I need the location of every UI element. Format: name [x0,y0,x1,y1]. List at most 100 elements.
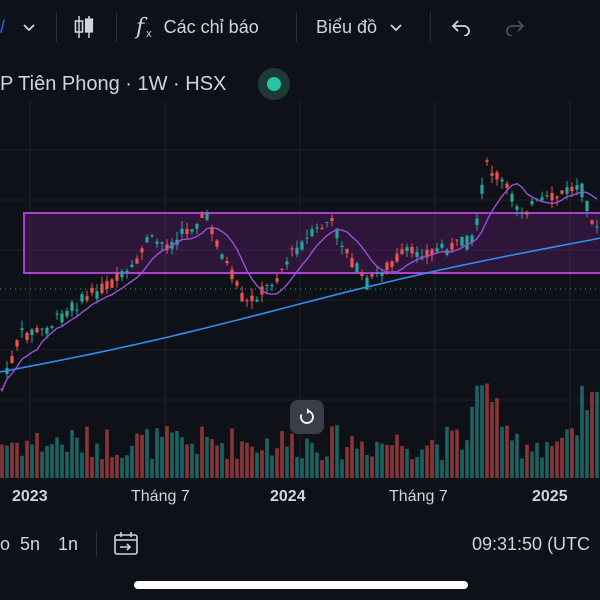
candle-body [150,235,154,237]
timeframe-dropdown[interactable] [22,0,42,54]
x-axis-label-2025: 2025 [532,488,568,505]
candle-body [405,247,409,252]
volume-bar [200,426,204,478]
go-to-date-button[interactable] [112,522,142,566]
volume-bar [240,441,244,478]
volume-bar [140,434,144,478]
volume-bar [160,436,164,478]
rectangle-drawing-zone[interactable] [23,212,600,274]
candle-style-button[interactable] [72,0,100,54]
candle-body [495,172,499,180]
chart-legend[interactable]: P Tiên Phong · 1W · HSX [0,68,226,100]
volume-bar [390,445,394,478]
candle-body [325,221,329,223]
status-dot-icon [267,77,281,91]
volume-bar [195,454,199,478]
volume-bar [455,429,459,478]
volume-bar [220,443,224,478]
candle-body [245,300,249,302]
symbol-selector-edge[interactable]: / [0,0,12,54]
redo-button[interactable] [504,0,530,54]
volume-bar [335,425,339,478]
candle-body [545,195,549,197]
volume-bar [375,441,379,478]
volume-bar [310,443,314,478]
candle-body [305,237,309,239]
volume-bar [125,455,129,478]
candle-body [310,229,314,236]
volume-bar [415,457,419,478]
volume-bar [170,432,174,478]
candle-body [460,236,464,246]
range-button-5y[interactable]: 5n [20,522,46,566]
candle-body [55,313,59,315]
volume-bar [85,426,89,478]
volume-bar [100,459,104,478]
candle-body [105,281,109,289]
undo-button[interactable] [450,0,476,54]
candlestick-icon [74,16,94,38]
volume-bar [545,442,549,478]
x-axis-label-2023: 2023 [12,488,48,505]
toolbar-divider [96,530,97,558]
candle-body [415,251,419,257]
candle-body [435,248,439,252]
candle-body [75,309,79,311]
volume-bar [150,458,154,478]
volume-bar [235,458,239,478]
volume-bar [60,444,64,478]
candle-body [35,327,39,333]
timezone-clock[interactable]: 09:31:50 (UTC [472,522,600,566]
candle-body [60,313,64,323]
volume-bar [495,398,499,478]
x-axis-label-month: Tháng 7 [389,488,448,505]
price-chart[interactable] [0,100,600,480]
reset-chart-button[interactable] [290,400,324,434]
x-axis-label-2024: 2024 [270,488,306,505]
clock-text: 09:31:50 (UTC [472,533,591,554]
candle-body [280,268,284,270]
candle-body [525,211,529,215]
candle-body [85,296,89,301]
volume-bar [465,440,469,478]
range-button-partial[interactable]: o [0,522,10,566]
candle-body [40,328,44,330]
candle-body [240,293,244,302]
volume-bar [360,441,364,478]
chart-type-button[interactable]: Biểu đồ [316,0,416,54]
volume-bar [30,444,34,478]
volume-bar [285,446,289,478]
volume-bar [450,430,454,478]
candle-body [315,227,319,229]
volume-bar [350,436,354,478]
candle-body [125,270,129,273]
candle-body [455,239,459,241]
market-status-indicator[interactable] [258,68,290,100]
volume-bar [355,448,359,478]
volume-bar [575,435,579,478]
volume-bar [595,391,599,478]
volume-bar [550,445,554,478]
candle-body [565,187,569,194]
candle-body [25,332,29,340]
volume-bar [505,425,509,478]
candle-body [95,291,99,299]
range-label: 5n [20,533,41,554]
range-button-1y[interactable]: 1n [58,522,84,566]
volume-bar [475,385,479,478]
candle-body [190,229,194,232]
indicators-button[interactable]: f x Các chỉ báo [136,0,286,54]
candle-body [160,242,164,244]
candle-body [195,224,199,229]
candle-body [560,190,564,194]
moving-average-long [0,237,600,373]
range-label: 1n [58,533,79,554]
symbol-edge-mark: / [0,16,6,37]
volume-bar [5,445,9,478]
volume-bar [80,452,84,478]
reset-icon [300,408,314,424]
volume-bar [55,437,59,478]
volume-bar [470,406,474,478]
volume-bar [15,442,19,478]
volume-bar [270,455,274,478]
